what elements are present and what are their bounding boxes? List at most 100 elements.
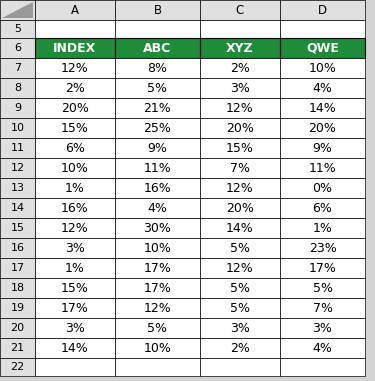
Bar (35, 238, 115, 258)
Text: 20%: 20% (309, 122, 336, 134)
Bar (35, 278, 115, 298)
Bar (0, 358, 35, 376)
Text: 4%: 4% (313, 82, 332, 94)
Bar (0, 178, 35, 198)
Bar (115, 278, 200, 298)
Bar (35, 178, 115, 198)
Bar (115, 298, 200, 318)
Bar (200, 338, 280, 358)
Text: 12%: 12% (61, 61, 89, 75)
Bar (200, 38, 280, 58)
Text: 30%: 30% (144, 221, 171, 234)
Bar (200, 178, 280, 198)
Text: 10%: 10% (144, 242, 171, 255)
Bar (115, 318, 200, 338)
Bar (115, 338, 200, 358)
Text: 11%: 11% (309, 162, 336, 174)
Bar (280, 218, 365, 238)
Text: 12: 12 (10, 163, 25, 173)
Text: 22: 22 (10, 362, 25, 372)
Bar (200, 158, 280, 178)
Text: 9: 9 (14, 103, 21, 113)
Text: ABC: ABC (143, 42, 172, 54)
Bar (0, 218, 35, 238)
Bar (35, 38, 115, 58)
Text: 12%: 12% (144, 301, 171, 314)
Bar (280, 338, 365, 358)
Bar (200, 78, 280, 98)
Text: 12%: 12% (61, 221, 89, 234)
Text: 10: 10 (10, 123, 24, 133)
Text: 5%: 5% (147, 322, 168, 335)
Bar (115, 98, 200, 118)
Bar (200, 258, 280, 278)
Text: 11%: 11% (144, 162, 171, 174)
Bar (200, 358, 280, 376)
Text: D: D (318, 3, 327, 16)
Bar (280, 78, 365, 98)
Bar (280, 318, 365, 338)
Bar (200, 298, 280, 318)
Bar (0, 198, 35, 218)
Text: 17%: 17% (144, 282, 171, 295)
Text: 12%: 12% (226, 261, 254, 274)
Bar (35, 58, 115, 78)
Bar (280, 58, 365, 78)
Text: 8%: 8% (147, 61, 168, 75)
Text: 2%: 2% (65, 82, 85, 94)
Bar (35, 218, 115, 238)
Text: 3%: 3% (230, 82, 250, 94)
Text: 1%: 1% (65, 261, 85, 274)
Bar (115, 20, 200, 38)
Bar (35, 258, 115, 278)
Bar (280, 358, 365, 376)
Bar (200, 138, 280, 158)
Text: 1%: 1% (65, 181, 85, 194)
Text: 10%: 10% (61, 162, 89, 174)
Polygon shape (2, 2, 33, 18)
Text: 1%: 1% (313, 221, 332, 234)
Text: 7%: 7% (230, 162, 250, 174)
Text: 8: 8 (14, 83, 21, 93)
Text: 18: 18 (10, 283, 25, 293)
Text: QWE: QWE (306, 42, 339, 54)
Bar (200, 58, 280, 78)
Text: INDEX: INDEX (53, 42, 97, 54)
Bar (280, 198, 365, 218)
Text: 10%: 10% (144, 341, 171, 354)
Bar (280, 278, 365, 298)
Bar (0, 298, 35, 318)
Text: 25%: 25% (144, 122, 171, 134)
Bar (0, 118, 35, 138)
Bar (0, 338, 35, 358)
Bar (0, 58, 35, 78)
Text: 17%: 17% (144, 261, 171, 274)
Bar (35, 78, 115, 98)
Bar (115, 38, 200, 58)
Text: 20: 20 (10, 323, 25, 333)
Bar (35, 298, 115, 318)
Text: A: A (71, 3, 79, 16)
Bar (280, 238, 365, 258)
Bar (115, 258, 200, 278)
Text: 6%: 6% (313, 202, 332, 215)
Bar (200, 20, 280, 38)
Bar (280, 98, 365, 118)
Text: 23%: 23% (309, 242, 336, 255)
Text: 9%: 9% (313, 141, 332, 155)
Text: 17%: 17% (61, 301, 89, 314)
Text: 5%: 5% (312, 282, 333, 295)
Bar (0, 20, 35, 38)
Text: 3%: 3% (230, 322, 250, 335)
Text: 21%: 21% (144, 101, 171, 115)
Bar (115, 118, 200, 138)
Bar (0, 318, 35, 338)
Bar (0, 138, 35, 158)
Bar (280, 20, 365, 38)
Text: 13: 13 (10, 183, 24, 193)
Bar (115, 78, 200, 98)
Text: 10%: 10% (309, 61, 336, 75)
Bar (35, 358, 115, 376)
Bar (35, 20, 115, 38)
Text: 20%: 20% (61, 101, 89, 115)
